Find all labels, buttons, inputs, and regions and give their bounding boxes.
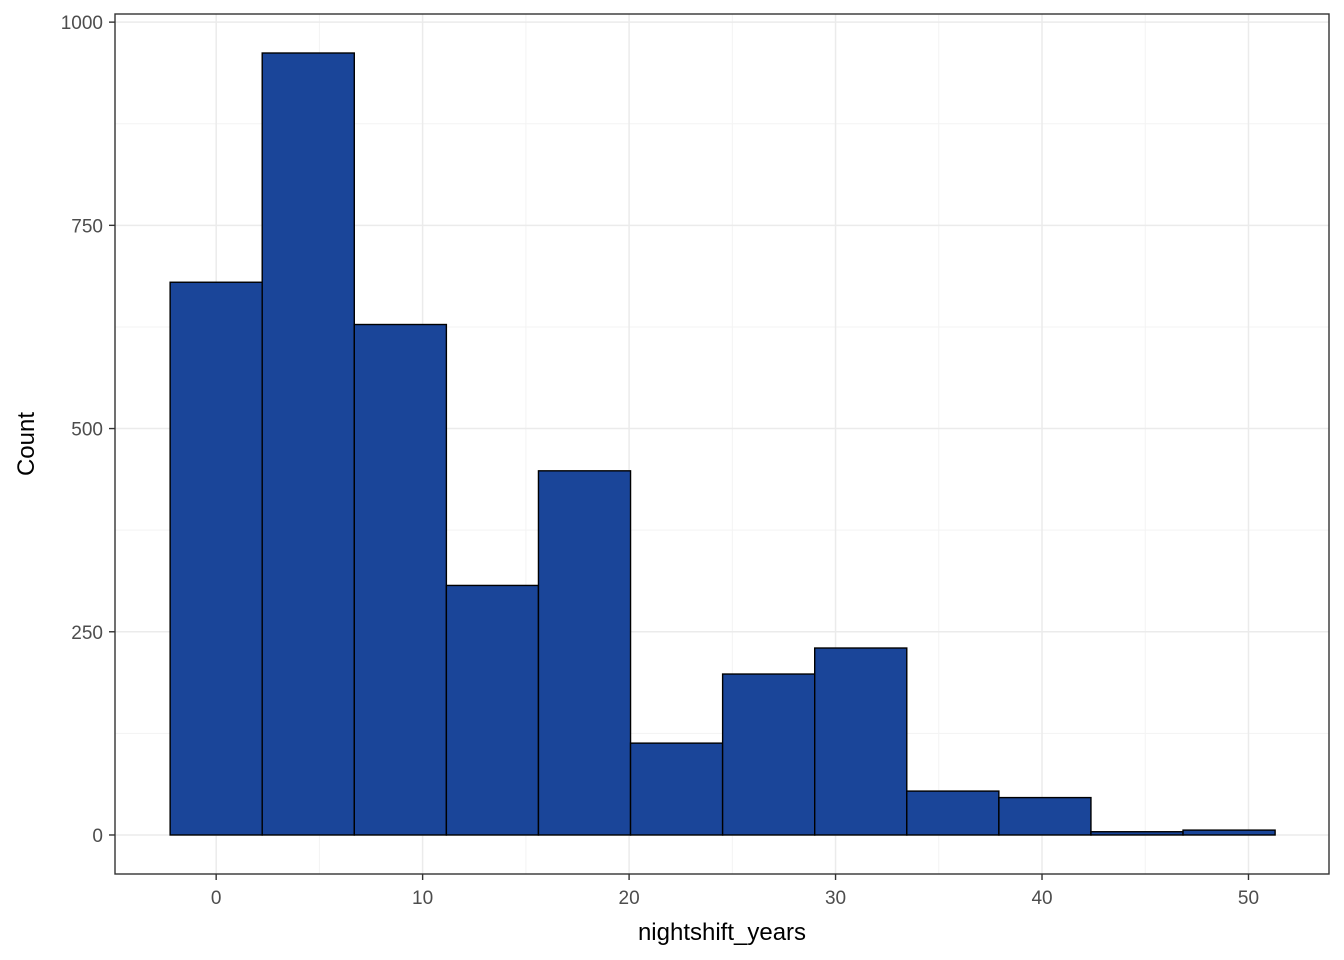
histogram-bar-7 — [721, 673, 816, 836]
histogram-bar-8 — [814, 647, 908, 836]
x-tick-label: 40 — [1031, 888, 1052, 909]
y-tick-label: 250 — [71, 623, 103, 644]
x-tick-label: 50 — [1238, 888, 1259, 909]
histogram-bar-1 — [169, 281, 263, 836]
y-tick-label: 750 — [71, 216, 103, 237]
y-axis-title: Count — [13, 412, 40, 476]
histogram-bar-12 — [1182, 829, 1276, 836]
y-tick-label: 1000 — [61, 13, 103, 34]
y-axis: 0 250 500 750 1000 — [61, 13, 115, 847]
panel-border — [114, 13, 1330, 875]
histogram-bars — [169, 52, 1276, 836]
y-tick-label: 0 — [92, 826, 103, 847]
histogram-bar-11 — [1090, 831, 1184, 836]
histogram-bar-2 — [261, 52, 355, 836]
histogram-bar-3 — [353, 323, 448, 836]
x-axis: 0 10 20 30 40 50 — [211, 874, 1259, 909]
histogram-bar-10 — [998, 796, 1092, 836]
x-axis-title: nightshift_years — [638, 919, 806, 946]
histogram-bar-9 — [906, 790, 1000, 836]
y-tick-label: 500 — [71, 420, 103, 441]
x-tick-label: 30 — [825, 888, 846, 909]
x-tick-label: 10 — [412, 888, 433, 909]
histogram-bar-5 — [537, 470, 632, 836]
x-tick-label: 20 — [619, 888, 640, 909]
x-tick-label: 0 — [211, 888, 222, 909]
histogram-bar-6 — [629, 742, 724, 836]
histogram-bar-4 — [445, 584, 540, 836]
